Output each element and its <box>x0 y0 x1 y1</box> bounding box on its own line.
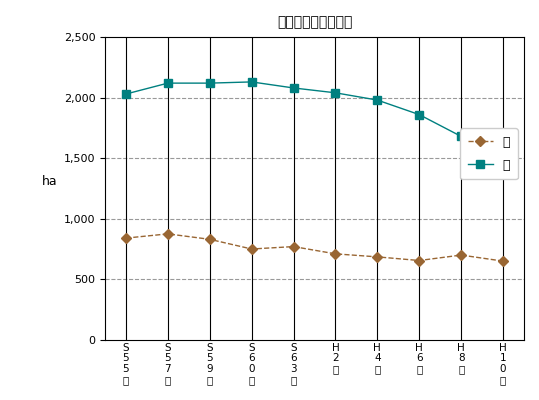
畑 <box>500 138 506 142</box>
田 <box>123 236 129 240</box>
田 <box>374 254 381 259</box>
田 <box>332 252 338 256</box>
畑 <box>416 112 423 117</box>
Line: 畑: 畑 <box>122 78 507 144</box>
田 <box>291 244 297 249</box>
畑 <box>248 80 255 84</box>
田 <box>248 247 255 252</box>
Legend: 田, 畑: 田, 畑 <box>460 128 518 179</box>
田 <box>206 237 213 242</box>
畑 <box>458 134 465 139</box>
畑 <box>123 92 129 96</box>
畑 <box>206 81 213 86</box>
Title: 経営耕地面積の推移: 経営耕地面積の推移 <box>277 15 352 29</box>
畑 <box>164 81 171 86</box>
田 <box>458 253 465 258</box>
畑 <box>374 98 381 102</box>
田 <box>500 259 506 264</box>
Line: 田: 田 <box>122 230 507 264</box>
田 <box>164 232 171 236</box>
畑 <box>291 86 297 90</box>
田 <box>416 258 423 263</box>
Y-axis label: ha: ha <box>42 176 58 188</box>
畑 <box>332 90 338 95</box>
